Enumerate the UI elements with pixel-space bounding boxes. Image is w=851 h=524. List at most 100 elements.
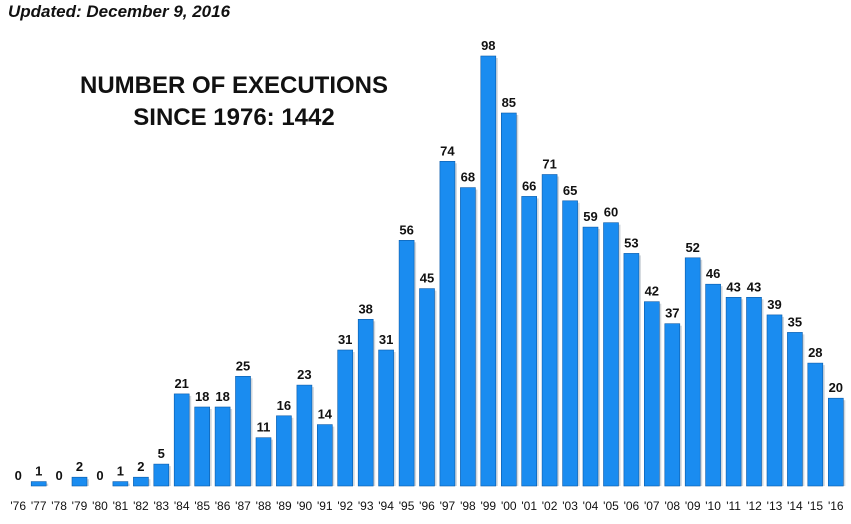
bar	[725, 296, 742, 487]
bar-group: 20 '16	[827, 380, 846, 513]
bar-value-label: 68	[461, 170, 475, 185]
bar-group: 43 '11	[725, 279, 744, 513]
bar-value-label: 31	[379, 332, 393, 347]
x-tick-label: '16	[828, 499, 844, 513]
bar	[500, 112, 517, 487]
x-tick-label: '89	[276, 499, 292, 513]
bar-value-label: 85	[502, 95, 516, 110]
bar-group: 37 '08	[664, 306, 682, 513]
bar	[827, 397, 844, 487]
bar-value-label: 53	[624, 235, 638, 250]
bar-group: 31 '94	[378, 332, 396, 513]
bar-value-label: 2	[76, 459, 83, 474]
bar-value-label: 46	[706, 266, 720, 281]
bar-group: 56 '95	[399, 222, 417, 513]
bar-value-label: 39	[767, 297, 781, 312]
x-tick-label: '08	[664, 499, 680, 513]
bar-group: 0 '78	[51, 468, 67, 513]
chart-title-line-1: NUMBER OF EXECUTIONS	[79, 72, 388, 99]
bar-group: 74 '97	[440, 143, 457, 513]
bar	[766, 314, 783, 487]
bar-group: 25 '87	[235, 358, 253, 513]
bar	[214, 406, 231, 487]
bar-value-label: 43	[747, 279, 761, 294]
bar-value-label: 42	[645, 284, 659, 299]
x-tick-label: '90	[297, 499, 313, 513]
bar-value-label: 1	[117, 464, 124, 479]
bar	[153, 463, 170, 487]
x-tick-label: '79	[72, 499, 88, 513]
bar	[643, 301, 660, 487]
bar-group: 53 '06	[624, 235, 641, 513]
bar-group: 16 '89	[276, 398, 294, 513]
bar	[337, 349, 354, 487]
bar-value-label: 31	[338, 332, 352, 347]
bar-value-label: 74	[440, 143, 455, 158]
bar	[316, 424, 333, 487]
x-tick-label: '07	[644, 499, 660, 513]
bar	[684, 257, 701, 487]
x-tick-label: '09	[685, 499, 701, 513]
bar	[460, 187, 476, 487]
bar-group: 39 '13	[767, 297, 784, 513]
x-tick-label: '98	[460, 499, 476, 513]
x-tick-label: '99	[480, 499, 496, 513]
bar-group: 45 '96	[419, 271, 437, 513]
bar	[746, 296, 762, 487]
bar-group: 28 '15	[807, 345, 825, 513]
x-tick-label: '76	[10, 499, 26, 513]
x-tick-label: '01	[521, 499, 537, 513]
bar-group: 60 '05	[603, 205, 621, 513]
bar-group: 65 '03	[562, 183, 580, 513]
bar	[705, 283, 721, 487]
bar-value-label: 18	[195, 389, 209, 404]
bar-value-label: 25	[236, 358, 250, 373]
bar-value-label: 59	[583, 209, 597, 224]
bar-value-label: 21	[174, 376, 188, 391]
bar	[71, 476, 88, 487]
bar-value-label: 0	[96, 468, 103, 483]
x-tick-label: '93	[358, 499, 374, 513]
x-tick-label: '10	[705, 499, 721, 513]
bar-group: 14 '91	[316, 407, 335, 513]
bar-group: 85 '00	[500, 95, 519, 513]
x-tick-label: '85	[194, 499, 210, 513]
bar-value-label: 23	[297, 367, 311, 382]
bar-group: 98 '99	[480, 38, 498, 513]
bar-value-label: 16	[277, 398, 291, 413]
bar-value-label: 65	[563, 183, 577, 198]
bar-group: 43 '12	[746, 279, 764, 513]
bar-value-label: 35	[788, 314, 802, 329]
bar	[623, 253, 640, 487]
x-tick-label: '13	[767, 499, 783, 513]
bar	[603, 222, 619, 487]
x-tick-label: '81	[113, 499, 129, 513]
bar-group: 2 '82	[133, 459, 151, 513]
bar-value-label: 38	[358, 301, 372, 316]
bar-group: 1 '77	[31, 464, 49, 513]
bar-group: 38 '93	[358, 301, 376, 513]
x-tick-label: '03	[562, 499, 578, 513]
bar	[480, 55, 497, 487]
bar	[439, 161, 456, 487]
bar-value-label: 11	[257, 420, 271, 435]
bar-value-label: 1	[35, 464, 42, 479]
bar-value-label: 71	[542, 157, 556, 172]
bar-group: 71 '02	[542, 157, 560, 513]
chart-title: NUMBER OF EXECUTIONS SINCE 1976: 1442	[60, 70, 408, 134]
x-tick-label: '02	[542, 499, 558, 513]
bar	[133, 476, 149, 487]
x-tick-label: '11	[726, 499, 741, 513]
x-tick-label: '04	[583, 499, 599, 513]
x-tick-label: '12	[746, 499, 762, 513]
x-tick-label: '91	[317, 499, 333, 513]
bar-value-label: 60	[604, 205, 618, 220]
bar-value-label: 0	[15, 468, 22, 483]
bar-group: 2 '79	[72, 459, 89, 513]
bar	[173, 393, 190, 487]
bar-group: 66 '01	[521, 178, 539, 513]
bar-group: 21 '84	[173, 376, 192, 513]
bar-value-label: 18	[215, 389, 229, 404]
bar-group: 68 '98	[460, 170, 478, 513]
bar	[419, 288, 435, 487]
